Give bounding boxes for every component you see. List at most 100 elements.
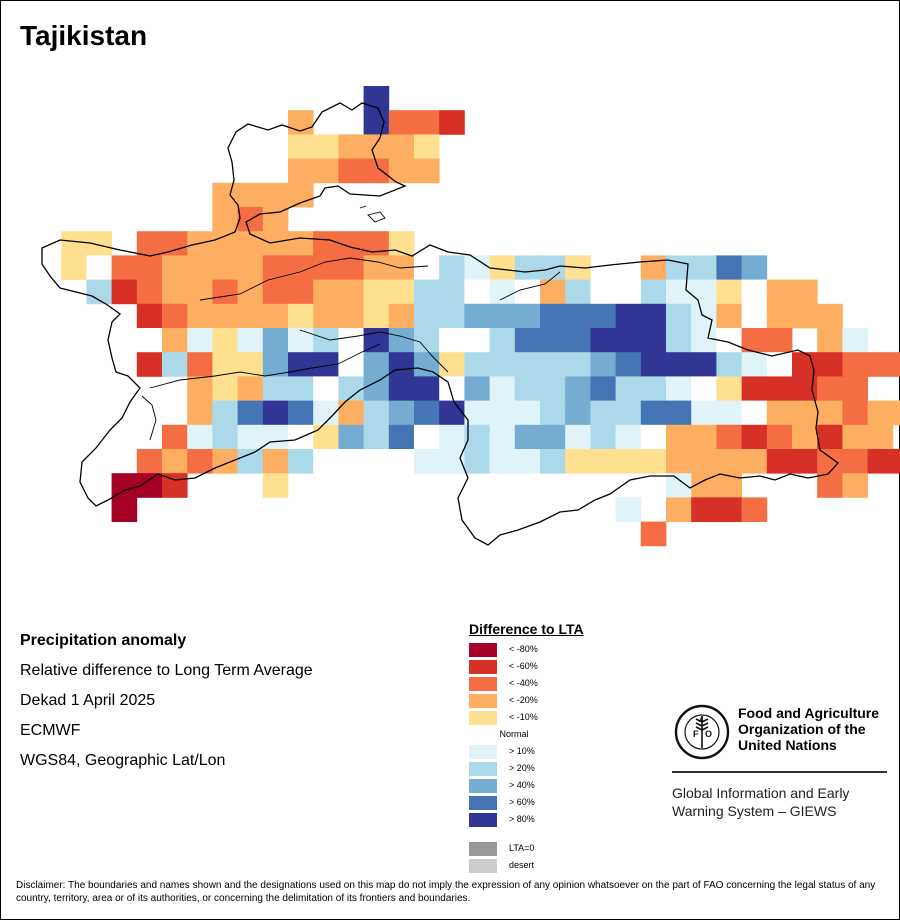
anomaly-cell xyxy=(338,352,364,377)
anomaly-cell xyxy=(716,303,742,329)
anomaly-cell xyxy=(212,424,238,450)
anomaly-cell xyxy=(867,449,894,474)
anomaly-cell xyxy=(262,207,289,232)
anomaly-cell xyxy=(61,231,87,256)
anomaly-cell xyxy=(464,328,490,353)
anomaly-cell xyxy=(212,400,238,426)
anomaly-cell xyxy=(388,303,415,329)
anomaly-cell xyxy=(388,279,415,305)
anomaly-cell xyxy=(338,134,364,159)
anomaly-cell xyxy=(716,400,742,426)
anomaly-cell xyxy=(464,376,490,401)
anomaly-cell xyxy=(363,376,390,401)
legend-swatch xyxy=(469,677,497,691)
anomaly-cell xyxy=(640,255,667,280)
anomaly-cell xyxy=(288,182,314,208)
anomaly-cell xyxy=(136,255,163,280)
anomaly-cell xyxy=(540,303,566,329)
legend-label: < -10% xyxy=(509,712,538,722)
anomaly-cell xyxy=(666,473,692,498)
anomaly-cell xyxy=(288,255,314,280)
anomaly-cell xyxy=(338,231,364,256)
legend-label: < -60% xyxy=(509,661,538,671)
anomaly-cell xyxy=(237,352,264,377)
anomaly-cell xyxy=(262,400,289,426)
anomaly-cell xyxy=(363,303,390,329)
anomaly-cell xyxy=(262,473,289,498)
anomaly-cell xyxy=(439,400,465,426)
anomaly-cell xyxy=(313,231,339,256)
anomaly-cell xyxy=(489,400,516,426)
anomaly-cell xyxy=(666,424,692,450)
anomaly-cell xyxy=(464,352,490,377)
anomaly-cell xyxy=(388,328,415,353)
anomaly-cell xyxy=(212,376,238,401)
anomaly-cell xyxy=(162,352,188,377)
anomaly-cell xyxy=(817,303,843,329)
legend-label: < -80% xyxy=(509,644,538,654)
svg-text:O: O xyxy=(705,729,712,739)
anomaly-cell xyxy=(162,328,188,353)
anomaly-cell xyxy=(388,400,415,426)
anomaly-cell xyxy=(363,352,390,377)
anomaly-cell xyxy=(363,400,390,426)
anomaly-cell xyxy=(514,352,541,377)
anomaly-cell xyxy=(792,303,818,329)
anomaly-cell xyxy=(842,424,868,450)
anomaly-cell xyxy=(514,424,541,450)
anomaly-cell xyxy=(615,328,642,353)
anomaly-cell xyxy=(237,279,264,305)
anomaly-cell xyxy=(540,424,566,450)
legend-item: desert xyxy=(469,857,629,874)
anomaly-cell xyxy=(741,352,768,377)
anomaly-cell xyxy=(565,424,591,450)
anomaly-cell xyxy=(439,255,465,280)
fao-name-line: United Nations xyxy=(738,737,837,753)
anomaly-cell xyxy=(615,400,642,426)
anomaly-cell xyxy=(489,424,516,450)
legend-item: < -20% xyxy=(469,692,629,709)
internal-boundary xyxy=(141,257,561,441)
anomaly-cell xyxy=(162,279,188,305)
anomaly-cell xyxy=(464,424,490,450)
anomaly-cell xyxy=(514,449,541,474)
anomaly-cell xyxy=(565,328,591,353)
anomaly-cell xyxy=(363,255,390,280)
anomaly-cell xyxy=(766,400,793,426)
anomaly-cell xyxy=(414,158,440,184)
anomaly-cell xyxy=(439,303,465,329)
anomaly-cell xyxy=(565,400,591,426)
map-info: Precipitation anomaly Relative differenc… xyxy=(20,626,313,776)
anomaly-cell xyxy=(892,449,900,474)
anomaly-cell xyxy=(716,473,742,498)
anomaly-cell xyxy=(414,110,440,135)
anomaly-cell xyxy=(766,279,793,305)
anomaly-cell xyxy=(691,279,717,305)
anomaly-cell xyxy=(388,110,415,135)
anomaly-cell xyxy=(162,231,188,256)
anomaly-cell xyxy=(162,255,188,280)
anomaly-cell xyxy=(590,352,616,377)
anomaly-cell xyxy=(288,328,314,353)
anomaly-cell xyxy=(288,303,314,329)
anomaly-cell xyxy=(388,352,415,377)
anomaly-cell xyxy=(741,424,768,450)
anomaly-cell xyxy=(136,328,163,353)
anomaly-cell xyxy=(338,279,364,305)
legend-item: < -10% xyxy=(469,709,629,726)
anomaly-cell xyxy=(615,497,642,522)
fao-name: Food and Agriculture Organization of the… xyxy=(738,705,888,753)
anomaly-cell xyxy=(817,449,843,474)
anomaly-cell xyxy=(363,86,390,111)
anomaly-cell xyxy=(640,424,667,450)
anomaly-cell xyxy=(691,352,717,377)
anomaly-cell xyxy=(666,328,692,353)
anomaly-cell xyxy=(262,449,289,474)
anomaly-cell xyxy=(288,134,314,159)
anomaly-cell xyxy=(842,376,868,401)
anomaly-cell xyxy=(111,279,138,305)
anomaly-cell xyxy=(237,231,264,256)
anomaly-cell xyxy=(414,376,440,401)
anomaly-cell xyxy=(640,352,667,377)
anomaly-cell xyxy=(136,449,163,474)
